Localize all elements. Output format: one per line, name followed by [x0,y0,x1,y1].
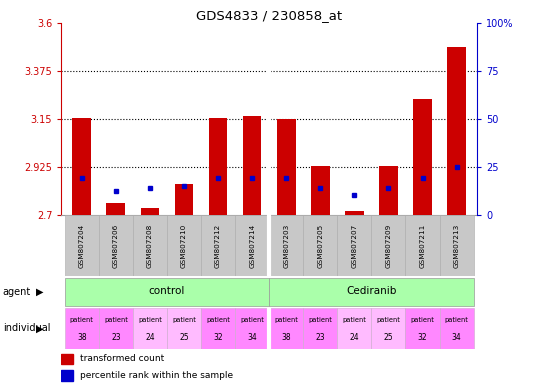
Text: GSM807204: GSM807204 [79,223,85,268]
Bar [141,208,159,215]
Bar [379,166,398,215]
Bar [269,215,303,276]
Bar [133,308,167,349]
Bar [406,308,440,349]
Bar [269,308,303,349]
Text: 25: 25 [179,333,189,342]
Text: patient: patient [309,317,332,323]
Text: 34: 34 [247,333,257,342]
Text: GSM807214: GSM807214 [249,223,255,268]
Bar [440,215,474,276]
Text: GSM807207: GSM807207 [351,223,357,268]
Text: transformed count: transformed count [79,354,164,363]
Bar [167,215,201,276]
Text: ▶: ▶ [36,287,44,297]
Text: GSM807208: GSM807208 [147,223,153,268]
Text: GSM807203: GSM807203 [283,223,289,268]
Text: patient: patient [410,317,434,323]
Bar [61,354,73,364]
Bar [406,215,440,276]
Text: 23: 23 [111,333,120,342]
Text: 38: 38 [77,333,86,342]
Bar [243,116,262,215]
Text: 25: 25 [384,333,393,342]
Text: agent: agent [3,287,31,297]
Bar [64,278,269,306]
Text: GSM807205: GSM807205 [317,223,324,268]
Text: GSM807210: GSM807210 [181,223,187,268]
Bar [372,215,406,276]
Bar [201,308,235,349]
Bar [72,118,91,215]
Text: percentile rank within the sample: percentile rank within the sample [79,371,233,380]
Bar [107,203,125,215]
Bar [303,215,337,276]
Text: 23: 23 [316,333,325,342]
Text: GSM807206: GSM807206 [113,223,119,268]
Bar [64,308,99,349]
Text: 34: 34 [451,333,462,342]
Bar [99,308,133,349]
Text: patient: patient [342,317,366,323]
Text: patient: patient [172,317,196,323]
Text: Cediranib: Cediranib [346,286,397,296]
Title: GDS4833 / 230858_at: GDS4833 / 230858_at [196,9,342,22]
Text: 38: 38 [281,333,291,342]
Text: GSM807209: GSM807209 [385,223,391,268]
Text: patient: patient [376,317,400,323]
Bar [447,46,466,215]
Text: 32: 32 [418,333,427,342]
Text: individual: individual [3,323,50,333]
Bar [133,215,167,276]
Bar [372,308,406,349]
Bar [64,215,99,276]
Bar [345,211,364,215]
Text: GSM807213: GSM807213 [454,223,459,268]
Text: GSM807212: GSM807212 [215,223,221,268]
Bar [440,308,474,349]
Text: patient: patient [274,317,298,323]
Text: ▶: ▶ [36,323,44,333]
Bar [269,278,474,306]
Text: 24: 24 [145,333,155,342]
Bar [311,166,329,215]
Bar [235,215,269,276]
Bar [61,370,73,381]
Text: patient: patient [240,317,264,323]
Text: patient: patient [206,317,230,323]
Text: patient: patient [445,317,469,323]
Text: control: control [149,286,185,296]
Bar [303,308,337,349]
Text: 32: 32 [213,333,223,342]
Bar [175,184,193,215]
Text: patient: patient [104,317,128,323]
Bar [413,99,432,215]
Text: GSM807211: GSM807211 [419,223,425,268]
Bar [209,118,228,215]
Bar [277,119,296,215]
Text: patient: patient [138,317,162,323]
Bar [167,308,201,349]
Text: patient: patient [70,317,94,323]
Bar [201,215,235,276]
Bar [235,308,269,349]
Bar [99,215,133,276]
Bar [337,215,372,276]
Text: 24: 24 [350,333,359,342]
Bar [337,308,372,349]
